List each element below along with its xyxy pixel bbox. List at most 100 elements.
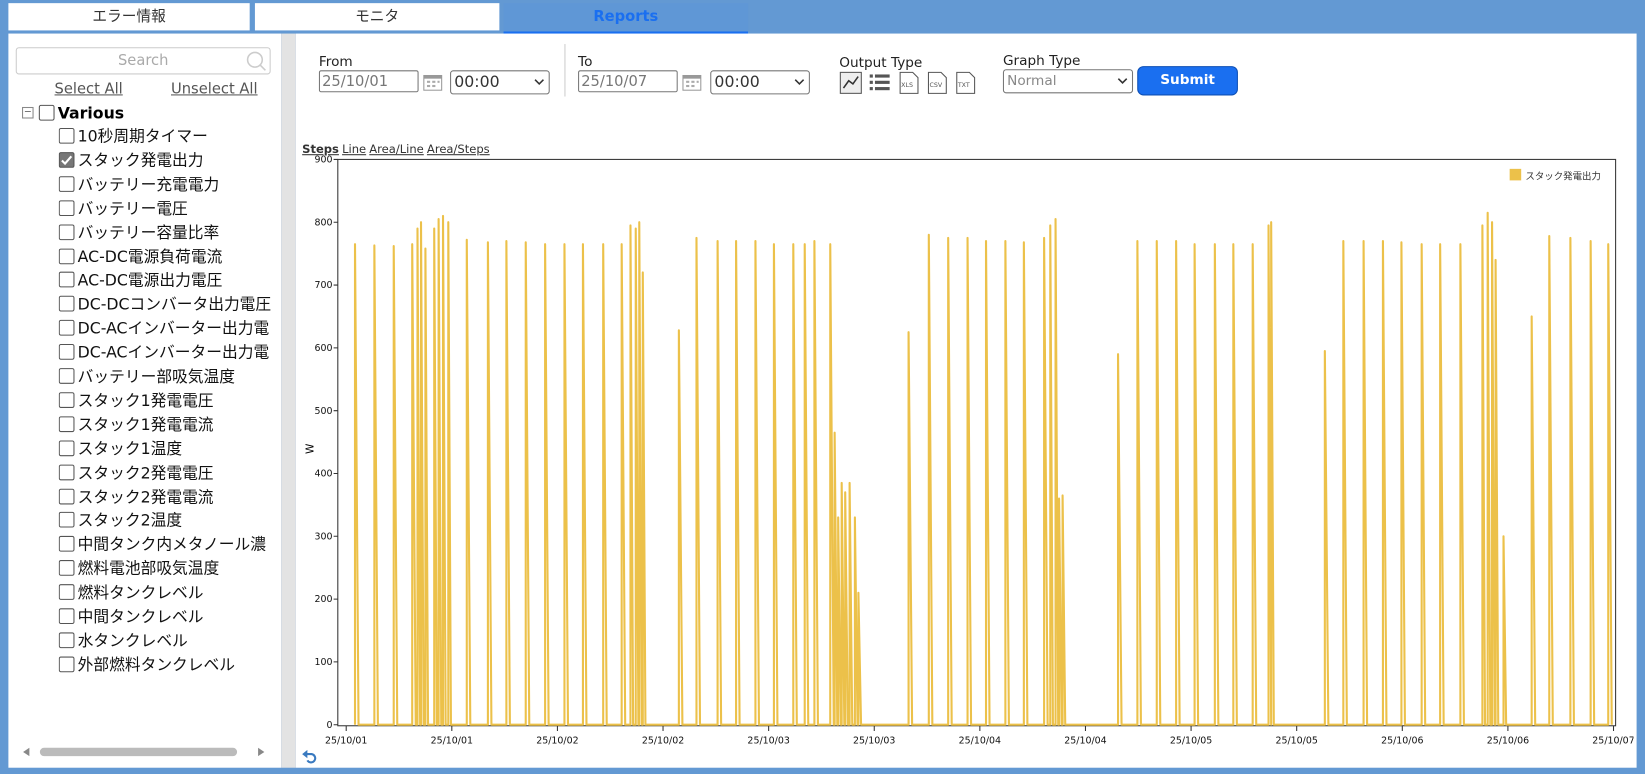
x-tick-label: 25/10/04 (1064, 736, 1106, 747)
from-date[interactable]: 25/10/01 (318, 70, 419, 93)
checkbox[interactable] (58, 488, 75, 504)
checkbox[interactable] (58, 248, 75, 264)
x-tick-label: 25/10/02 (536, 736, 578, 747)
group-label[interactable]: Various (38, 102, 124, 125)
checkbox[interactable] (58, 656, 75, 673)
checkbox[interactable] (58, 296, 75, 312)
tree-item[interactable]: DC-DCコンバータ出力電圧 (58, 293, 281, 316)
x-tick-label: 25/10/05 (1170, 736, 1212, 747)
tab[interactable]: モニタ (254, 3, 500, 31)
h-scrollbar[interactable] (19, 745, 271, 760)
checkbox[interactable] (58, 199, 75, 216)
tree-item[interactable]: 10秒周期タイマー (58, 125, 281, 148)
tree-item[interactable]: DC-ACインバーター出力電 (58, 317, 281, 340)
checkbox[interactable] (58, 175, 75, 192)
checkbox[interactable] (58, 272, 75, 288)
checkbox[interactable] (58, 416, 75, 432)
tree-item[interactable]: AC-DC電源負荷電流 (58, 245, 281, 268)
tree-item[interactable]: スタック発電出力 (58, 149, 281, 172)
item-label: バッテリー容量比率 (77, 222, 220, 242)
tree-item[interactable]: AC-DC電源出力電圧 (58, 269, 281, 292)
y-tick-label: 400 (315, 469, 333, 480)
splitter[interactable] (281, 33, 296, 768)
y-tick-label: 600 (315, 343, 333, 354)
tree-item[interactable]: 外部燃料タンクレベル (58, 653, 281, 676)
checkbox[interactable] (58, 127, 75, 144)
sidebar: Search Select All Unselect All − Various… (8, 33, 282, 768)
checkbox[interactable] (58, 368, 75, 384)
x-tick-label: 25/10/03 (747, 736, 789, 747)
checkbox[interactable] (38, 104, 55, 121)
calendar-icon[interactable] (423, 72, 443, 91)
tree-item[interactable]: スタック1発電電圧 (58, 389, 281, 412)
collapse-toggle[interactable]: − (22, 106, 34, 119)
item-label: バッテリー部吸気温度 (77, 367, 236, 386)
tree-item[interactable]: スタック1温度 (58, 437, 281, 460)
legend-label: スタック発電出力 (1525, 170, 1601, 182)
checkbox[interactable] (58, 560, 75, 576)
search-box[interactable]: Search (15, 47, 271, 75)
graph-type-select[interactable]: Normal (1002, 69, 1134, 94)
x-tick-label: 25/10/06 (1381, 736, 1423, 747)
checkbox[interactable] (58, 344, 75, 360)
to-time-value: 00:00 (714, 72, 760, 92)
checkbox[interactable] (58, 608, 75, 625)
back-icon[interactable] (301, 748, 318, 765)
mode-link[interactable]: Area/Line (369, 142, 424, 157)
item-label: AC-DC電源負荷電流 (77, 246, 223, 266)
checkbox[interactable] (58, 392, 75, 408)
select-all[interactable]: Select All (54, 80, 123, 98)
x-tick-label: 25/10/06 (1487, 736, 1529, 747)
checkbox-checked[interactable] (58, 151, 75, 168)
x-tick-label: 25/10/04 (959, 736, 1001, 747)
to-time[interactable]: 00:00 (710, 70, 810, 95)
tree-item[interactable]: スタック2温度 (58, 509, 281, 532)
tree-item[interactable]: スタック2発電電圧 (58, 461, 281, 484)
item-label: 中間タンク内メタノール濃 (77, 535, 267, 555)
tab-active[interactable]: Reports (503, 3, 749, 35)
tree-item[interactable]: DC-ACインバーター出力電 (58, 341, 281, 364)
tab[interactable]: エラー情報 (8, 3, 250, 31)
checkbox[interactable] (58, 536, 75, 552)
tree-item[interactable]: バッテリー電圧 (58, 197, 281, 220)
tree-item[interactable]: スタック1発電電流 (58, 413, 281, 436)
tree-item[interactable]: 水タンクレベル (58, 629, 281, 652)
mode-link[interactable]: Steps (302, 142, 339, 157)
item-label: DC-ACインバーター出力電 (77, 319, 270, 338)
search-icon[interactable] (245, 50, 266, 71)
submit-button[interactable]: Submit (1137, 66, 1238, 96)
y-axis-label: W (305, 443, 317, 454)
unselect-all[interactable]: Unselect All (171, 80, 258, 98)
item-label: スタック2発電電圧 (77, 463, 214, 483)
tree-item[interactable]: 燃料電池部吸気温度 (58, 557, 281, 580)
item-label: スタック1温度 (77, 439, 183, 458)
tree-item[interactable]: 燃料タンクレベル (58, 581, 281, 604)
item-label: 燃料電池部吸気温度 (77, 559, 220, 579)
mode-link[interactable]: Line (342, 142, 367, 157)
item-label: バッテリー電圧 (77, 198, 188, 218)
legend-swatch (1509, 168, 1522, 181)
checkbox[interactable] (58, 440, 75, 456)
tree-item[interactable]: バッテリー容量比率 (58, 221, 281, 244)
calendar-icon[interactable] (682, 72, 702, 91)
checkbox[interactable] (58, 512, 75, 528)
checkbox[interactable] (58, 632, 75, 649)
item-label: 外部燃料タンクレベル (77, 655, 236, 675)
mode-link[interactable]: Area/Steps (426, 142, 490, 157)
tree-item[interactable]: バッテリー充電電力 (58, 173, 281, 196)
checkbox[interactable] (58, 320, 75, 336)
item-label: スタック1発電電圧 (77, 391, 214, 410)
tree-item[interactable]: スタック2発電電流 (58, 485, 281, 508)
checkbox[interactable] (58, 464, 75, 480)
checkbox[interactable] (58, 584, 75, 601)
output-type-icons[interactable]: XLS CSV TXT (839, 71, 977, 94)
tree-item[interactable]: 中間タンクレベル (58, 605, 281, 628)
from-time[interactable]: 00:00 (450, 70, 550, 95)
to-date[interactable]: 25/10/07 (578, 70, 678, 93)
tree-item[interactable]: バッテリー部吸気温度 (58, 365, 281, 388)
x-tick-label: 25/10/01 (325, 736, 367, 747)
y-tick-label: 800 (315, 217, 333, 228)
tree-item[interactable]: 中間タンク内メタノール濃 (58, 533, 281, 556)
checkbox[interactable] (58, 224, 75, 240)
